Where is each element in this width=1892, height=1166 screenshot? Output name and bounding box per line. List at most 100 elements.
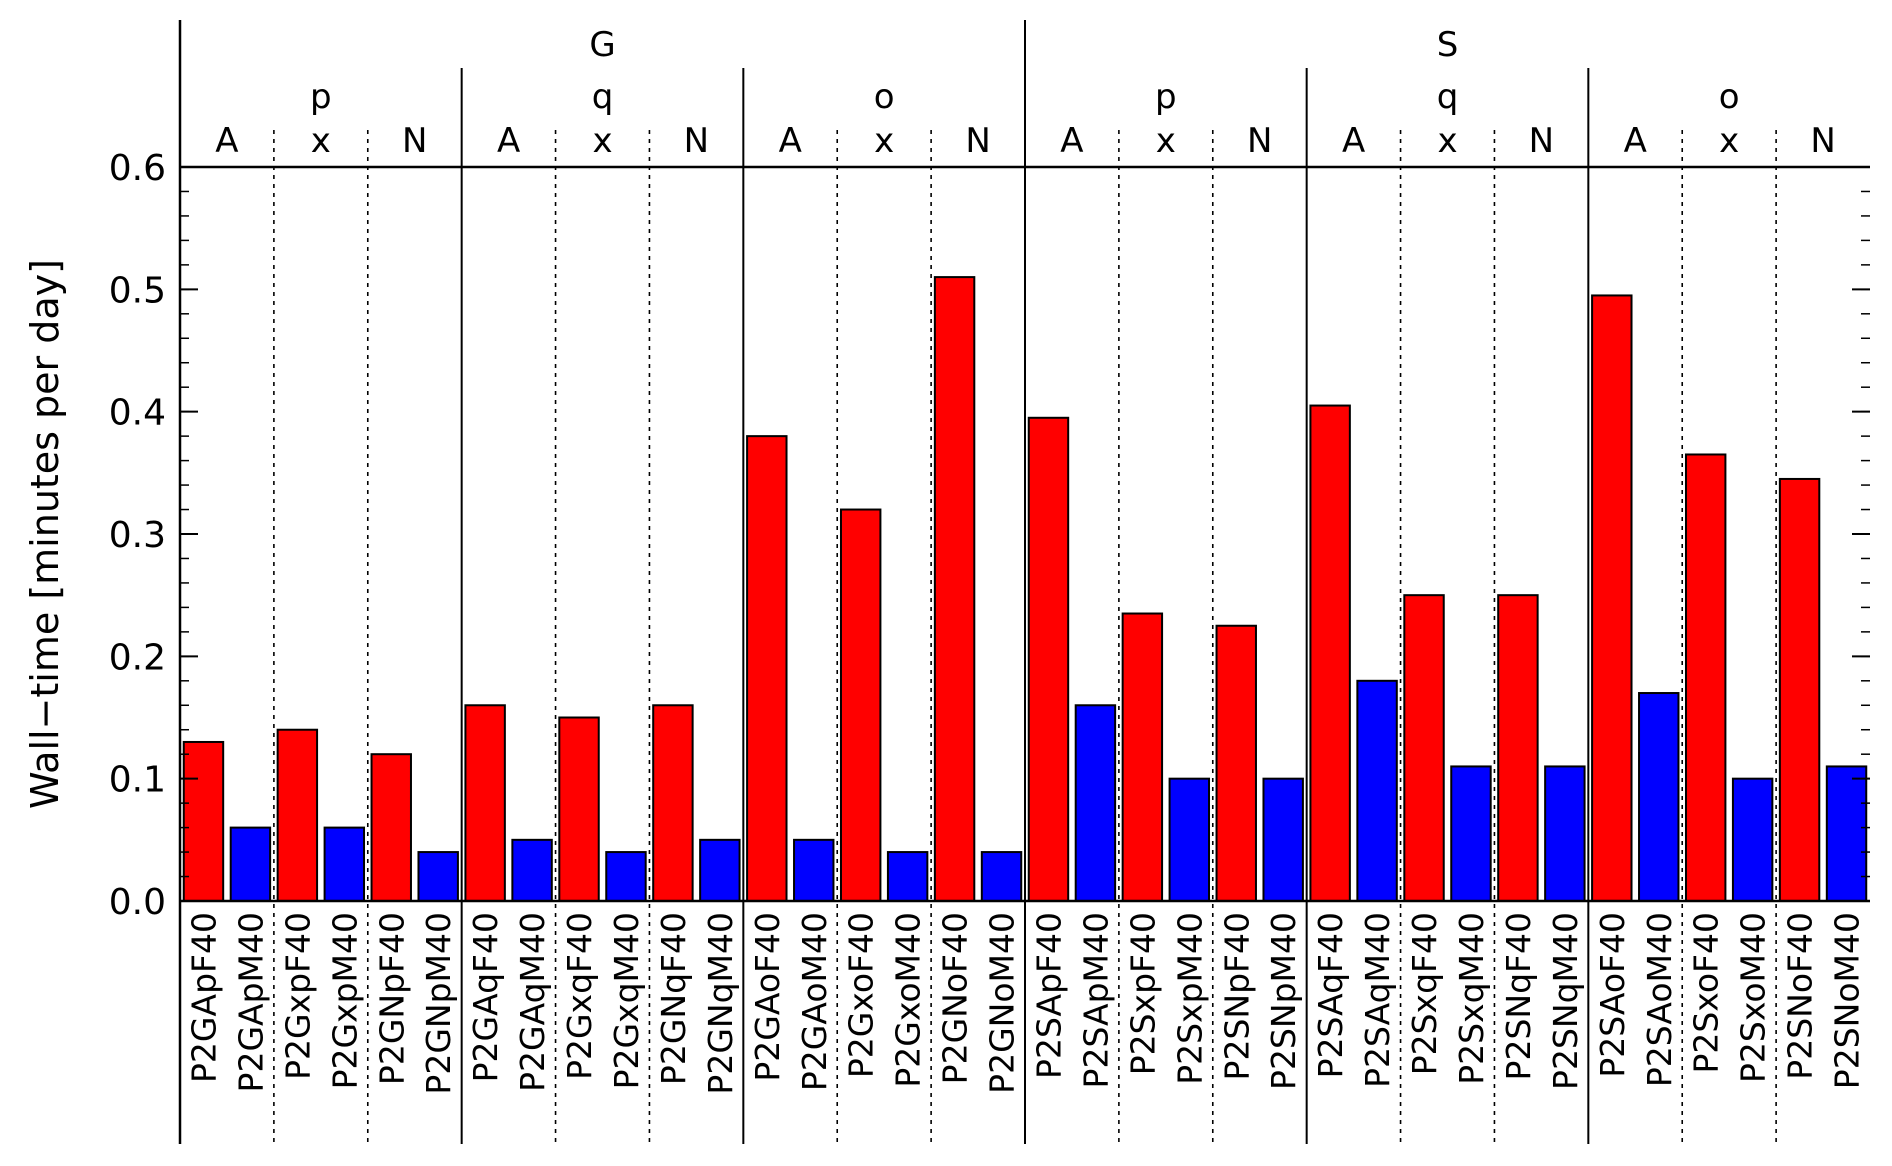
category-label-P2SxoM40: P2SxoM40 [1734, 912, 1773, 1083]
bar-P2GxoM40 [886, 851, 929, 902]
category-label-P2GxqF40: P2GxqF40 [560, 912, 599, 1080]
category-label-P2GAoF40: P2GAoF40 [748, 912, 787, 1082]
pair-label-mid: x [1156, 121, 1176, 161]
category-label-P2GNoM40: P2GNoM40 [983, 912, 1022, 1094]
bar-P2GAqF40 [464, 704, 506, 902]
category-label-P2SNoF40: P2SNoF40 [1781, 912, 1820, 1080]
category-label-P2GNpF40: P2GNpF40 [372, 912, 411, 1085]
bar-P2SApM40 [1074, 704, 1117, 902]
pair-label-top: A [497, 121, 520, 161]
bar-P2GxoF40 [839, 508, 882, 902]
y-tick-label: 0.0 [109, 882, 166, 923]
category-label-P2SxpM40: P2SxpM40 [1170, 912, 1209, 1085]
bar-P2SxoM40 [1731, 777, 1774, 903]
bar-P2SNoF40 [1778, 477, 1821, 902]
subgroup-label-q: q [592, 77, 614, 117]
bar-P2GNoF40 [933, 276, 976, 903]
bar-P2SAoM40 [1638, 692, 1680, 902]
pair-label-mid: x [1437, 121, 1457, 161]
category-label-P2SNqM40: P2SNqM40 [1546, 912, 1585, 1090]
bar-P2GAqM40 [511, 838, 553, 902]
subgroup-label-o: o [874, 77, 895, 117]
category-label-P2SAqF40: P2SAqF40 [1311, 912, 1350, 1078]
category-label-P2SAoF40: P2SAoF40 [1593, 912, 1632, 1078]
y-tick-label: 0.2 [109, 637, 166, 678]
y-tick-label: 0.6 [109, 148, 166, 189]
bar-P2GxqM40 [605, 851, 647, 902]
subgroup-label-o: o [1719, 77, 1740, 117]
pair-label-bottom: N [1810, 121, 1835, 161]
bar-P2GxpF40 [276, 728, 319, 902]
category-label-P2SNoM40: P2SNoM40 [1828, 912, 1867, 1089]
category-label-P2SxoF40: P2SxoF40 [1687, 912, 1726, 1074]
category-label-P2GAqM40: P2GAqM40 [513, 912, 552, 1092]
bar-P2SAoF40 [1591, 294, 1633, 902]
subgroup-label-p: p [1155, 77, 1177, 117]
category-label-P2SxpF40: P2SxpF40 [1123, 912, 1162, 1075]
pair-label-bottom: N [402, 121, 427, 161]
pair-label-bottom: N [1247, 121, 1272, 161]
bar-P2SAqF40 [1309, 404, 1351, 902]
bar-P2SApF40 [1027, 416, 1070, 902]
category-label-P2SNpF40: P2SNpF40 [1217, 912, 1256, 1080]
group-label-G: G [589, 25, 615, 65]
pair-label-top: A [1624, 121, 1647, 161]
y-axis-label: Wall−time [minutes per day] [23, 259, 67, 809]
bar-P2GxqF40 [558, 716, 600, 902]
pair-label-mid: x [592, 121, 612, 161]
category-label-P2SxqM40: P2SxqM40 [1452, 912, 1491, 1085]
bar-P2GAoF40 [746, 435, 788, 902]
y-tick-label: 0.4 [109, 393, 166, 434]
bar-P2SxpF40 [1121, 612, 1164, 902]
pair-label-top: A [215, 121, 238, 161]
bar-P2SxqF40 [1403, 594, 1445, 903]
subgroup-label-p: p [310, 77, 332, 117]
category-label-P2GxoF40: P2GxoF40 [842, 912, 881, 1078]
category-label-P2SAoM40: P2SAoM40 [1640, 912, 1679, 1087]
category-label-P2GApF40: P2GApF40 [184, 912, 223, 1083]
category-label-P2SApF40: P2SApF40 [1029, 912, 1068, 1079]
category-label-P2GAqF40: P2GAqF40 [466, 912, 505, 1082]
pair-label-bottom: N [1529, 121, 1554, 161]
category-label-P2GNoF40: P2GNoF40 [936, 912, 975, 1084]
pair-label-bottom: N [965, 121, 990, 161]
pair-label-top: A [1060, 121, 1083, 161]
bar-P2GxpM40 [323, 826, 366, 902]
category-label-P2GAoM40: P2GAoM40 [795, 912, 834, 1091]
category-label-P2GxpM40: P2GxpM40 [325, 912, 364, 1089]
bar-P2SNqM40 [1544, 765, 1586, 903]
category-label-P2GxoM40: P2GxoM40 [889, 912, 928, 1088]
category-label-P2GApM40: P2GApM40 [231, 912, 270, 1092]
category-label-P2SApM40: P2SApM40 [1076, 912, 1115, 1088]
category-label-P2SNpM40: P2SNpM40 [1264, 912, 1303, 1090]
category-label-P2GNqF40: P2GNqF40 [654, 912, 693, 1085]
bar-P2SNqF40 [1497, 594, 1539, 903]
bar-P2SxpM40 [1168, 777, 1211, 903]
category-label-P2SxqF40: P2SxqF40 [1405, 912, 1444, 1075]
bar-P2SxqM40 [1450, 765, 1492, 903]
group-label-S: S [1437, 25, 1459, 65]
bar-P2GNqF40 [652, 704, 694, 902]
pair-label-mid: x [874, 121, 894, 161]
pair-label-bottom: N [684, 121, 709, 161]
category-label-P2GxqM40: P2GxqM40 [607, 912, 646, 1089]
y-tick-label: 0.5 [109, 270, 166, 311]
bar-P2GApM40 [229, 826, 272, 902]
y-tick-label: 0.1 [109, 760, 166, 801]
pair-label-mid: x [311, 121, 331, 161]
subgroup-label-q: q [1437, 77, 1459, 117]
bar-P2SNpF40 [1215, 624, 1257, 902]
pair-label-top: A [1342, 121, 1365, 161]
pair-label-top: A [779, 121, 802, 161]
bar-P2SNpM40 [1262, 777, 1304, 903]
bar-P2SxoF40 [1684, 453, 1727, 902]
category-label-P2GNpM40: P2GNpM40 [419, 912, 458, 1095]
category-label-P2GNqM40: P2GNqM40 [701, 912, 740, 1095]
bar-P2GNoM40 [980, 851, 1023, 902]
bar-P2GAoM40 [793, 838, 835, 902]
bar-P2SNoM40 [1825, 765, 1868, 903]
bar-P2GNqM40 [699, 838, 741, 902]
bar-P2GApF40 [182, 740, 225, 903]
